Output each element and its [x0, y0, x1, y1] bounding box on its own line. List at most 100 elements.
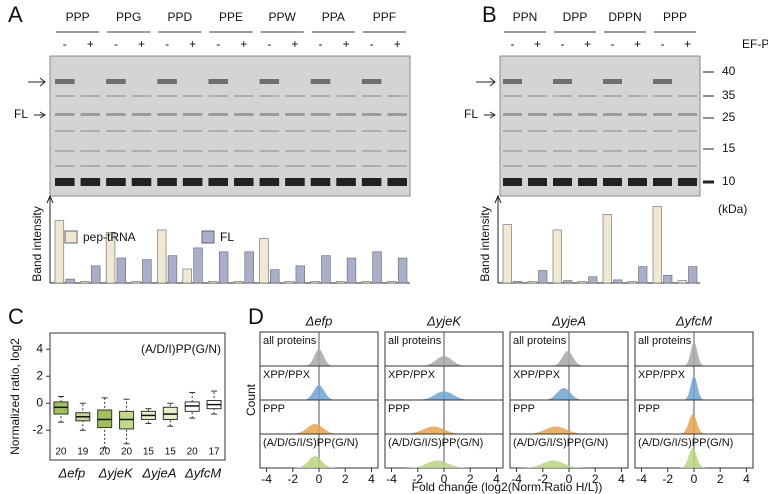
subplot-title: Δefp — [305, 313, 333, 328]
gel-band — [234, 178, 254, 186]
gel-band — [234, 165, 254, 167]
bar — [259, 238, 269, 284]
gel-band — [387, 178, 407, 186]
gel-band — [678, 130, 697, 132]
lane-sign: + — [291, 37, 298, 51]
gel-band — [578, 165, 597, 167]
gel-band — [285, 150, 305, 152]
gel-band — [678, 95, 697, 97]
bar — [627, 281, 637, 284]
x-tick-label: 0 — [566, 472, 573, 486]
gel-band — [259, 95, 280, 97]
x-tick-label: 4 — [368, 472, 375, 486]
bar — [321, 255, 331, 284]
gel-band — [503, 150, 522, 152]
bar — [295, 265, 306, 284]
bar — [361, 281, 371, 284]
lane-sign: - — [611, 37, 615, 51]
gel-band — [336, 178, 356, 186]
gel-band — [234, 150, 254, 152]
gel-band — [603, 130, 622, 132]
x-tick-label: 2 — [342, 472, 349, 486]
gel-band — [653, 113, 672, 116]
gel-band — [106, 178, 126, 186]
gel-band — [387, 113, 407, 116]
gel-band — [653, 130, 672, 132]
gel-band — [503, 79, 522, 84]
density — [385, 356, 503, 366]
gel-band — [336, 95, 356, 97]
lane-group: PPD — [168, 10, 193, 24]
gel-band — [528, 178, 547, 186]
y-tick-label: -2 — [32, 422, 43, 436]
gel-band — [208, 95, 228, 97]
lane-sign: - — [661, 37, 665, 51]
gel-band — [310, 150, 331, 152]
gel-band — [55, 95, 75, 97]
row-label: (A/D/G/I/S)PP(G/N) — [263, 437, 358, 449]
gel-band — [387, 95, 407, 97]
gel-band — [234, 113, 254, 116]
ef-label: EF-P — [742, 37, 768, 51]
gel-band — [628, 130, 647, 132]
gel-band — [259, 165, 280, 167]
bar — [688, 266, 698, 284]
gel-band — [80, 113, 101, 116]
count-label: 17 — [209, 447, 221, 458]
bar — [663, 274, 673, 284]
gel-band — [131, 130, 152, 132]
x-tick-label: 2 — [717, 472, 724, 486]
row-label: PPP — [638, 403, 660, 415]
band-label: FL — [14, 107, 28, 121]
arrow — [34, 111, 46, 119]
marker-label: 40 — [722, 64, 736, 78]
count-label: 19 — [77, 447, 89, 458]
bar — [182, 268, 192, 284]
gel-band — [361, 79, 382, 84]
marker-label: 15 — [722, 141, 736, 155]
bar — [270, 269, 280, 284]
gel-band — [528, 165, 547, 167]
bar — [397, 257, 408, 284]
gel-band — [259, 79, 280, 84]
density — [385, 460, 503, 468]
gel-band — [603, 79, 622, 84]
bar — [538, 270, 548, 284]
gel-band — [578, 150, 597, 152]
gel-band — [106, 95, 126, 97]
y-axis-label: Count — [244, 383, 258, 416]
gel-band — [55, 165, 75, 167]
x-tick-label: 0 — [441, 472, 448, 486]
count-label: 15 — [165, 447, 177, 458]
y-tick-label: 4 — [36, 341, 43, 355]
density — [635, 414, 753, 434]
lane-sign: + — [189, 37, 196, 51]
bar — [116, 257, 127, 284]
lane-sign: - — [165, 37, 169, 51]
gel-band — [653, 79, 672, 84]
y-axis-label: Band intensity — [30, 206, 44, 281]
gel-band — [131, 95, 152, 97]
gel-band — [361, 165, 382, 167]
count-label: 20 — [187, 447, 199, 458]
bar — [552, 229, 562, 284]
gel-band — [603, 165, 622, 167]
density — [385, 426, 503, 434]
gel-band — [553, 113, 572, 116]
bar — [167, 255, 178, 284]
gel-band — [553, 150, 572, 152]
lane-sign: + — [138, 37, 145, 51]
gel-band — [387, 165, 407, 167]
bar — [577, 281, 587, 284]
gel-band — [310, 130, 331, 132]
gel-band — [310, 79, 331, 84]
gel-band — [528, 113, 547, 116]
legend-swatch — [201, 230, 215, 244]
gel-band — [182, 150, 203, 152]
bar — [131, 281, 141, 284]
x-tick-label: -4 — [511, 472, 522, 486]
gel-band — [106, 113, 126, 116]
lane-sign: + — [684, 37, 691, 51]
x-tick-label: ΔyfcM — [184, 465, 221, 480]
